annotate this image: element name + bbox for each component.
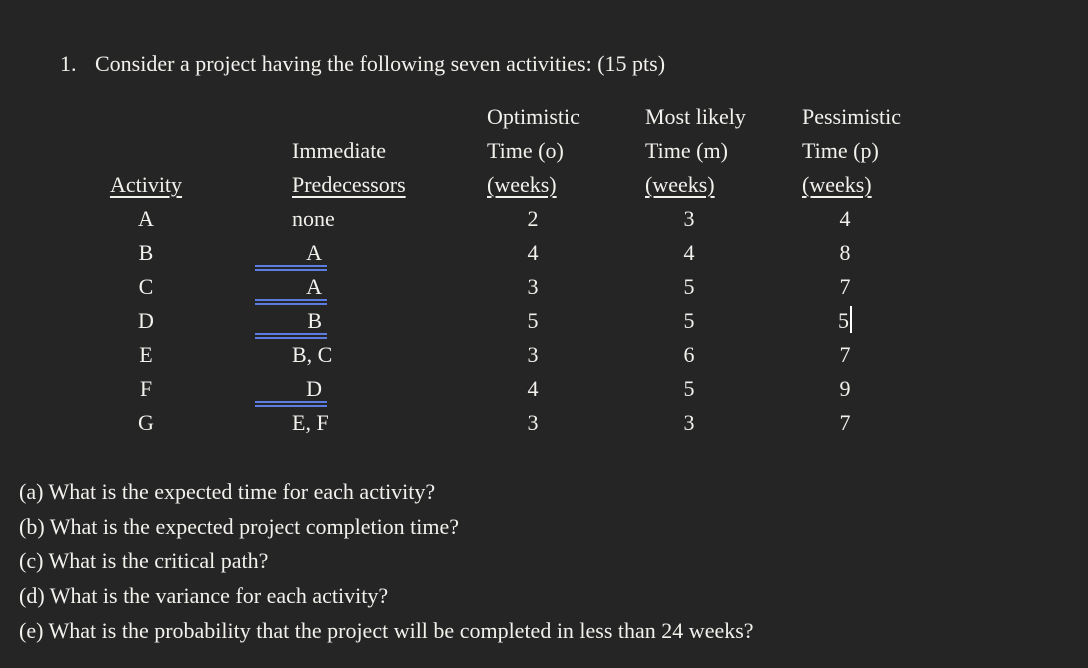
problem-title-text: Consider a project having the following …: [95, 51, 666, 76]
predecessor-cell: B, C: [292, 342, 333, 367]
header-optimistic: Optimistic: [487, 104, 580, 129]
pessimistic-cell: 7: [839, 342, 851, 367]
predecessor-blank-field[interactable]: D: [255, 372, 327, 407]
header-immediate: Immediate: [292, 138, 387, 163]
optimistic-cell: 3: [527, 274, 539, 299]
question-line: (d) What is the variance for each activi…: [19, 583, 389, 609]
table-header-line-1: Optimistic Most likely Pessimistic: [0, 100, 917, 134]
question-line: (e) What is the probability that the pro…: [19, 617, 754, 643]
problem-title: 1. Consider a project having the followin…: [60, 47, 665, 81]
pessimistic-cell: 7: [839, 274, 851, 299]
problem-number: 1.: [60, 51, 77, 76]
table-row: D B 5 5 5: [0, 304, 917, 339]
table-header-line-2: Immediate Time (o) Time (m) Time (p): [0, 134, 917, 168]
most-likely-cell: 5: [683, 274, 695, 299]
optimistic-cell: 4: [527, 240, 539, 265]
question-line: (c) What is the critical path?: [19, 548, 269, 574]
header-time-p: Time (p): [802, 138, 879, 163]
predecessor-cell: D: [255, 372, 427, 407]
table-header-line-3: Activity Predecessors (weeks) (weeks) (w…: [0, 168, 917, 202]
activity-cell: E: [139, 342, 153, 367]
most-likely-cell: 4: [683, 240, 695, 265]
most-likely-cell: 5: [683, 308, 695, 333]
activity-cell: D: [138, 308, 154, 333]
table-row: E B, C 3 6 7: [0, 338, 917, 372]
most-likely-cell: 6: [683, 342, 695, 367]
optimistic-cell: 5: [527, 308, 539, 333]
activities-table: Optimistic Most likely Pessimistic Immed…: [0, 100, 917, 440]
header-pessimistic: Pessimistic: [802, 104, 902, 129]
predecessor-cell: A: [255, 236, 427, 271]
most-likely-cell: 3: [683, 410, 695, 435]
activity-cell: G: [138, 410, 154, 435]
predecessor-blank-field[interactable]: A: [255, 270, 327, 305]
pessimistic-cell: 5: [802, 304, 917, 338]
header-activity: Activity: [109, 172, 183, 197]
activity-cell: A: [138, 206, 154, 231]
header-most-likely: Most likely: [645, 104, 746, 129]
question-line: (b) What is the expected project complet…: [19, 513, 460, 539]
optimistic-cell: 3: [527, 342, 539, 367]
optimistic-cell: 2: [527, 206, 539, 231]
predecessor-cell: none: [292, 206, 335, 231]
optimistic-cell: 3: [527, 410, 539, 435]
question-list: (a) What is the expected time for each a…: [19, 475, 754, 649]
text-cursor: [850, 306, 852, 333]
predecessor-blank-field[interactable]: A: [255, 236, 327, 271]
pessimistic-cell: 9: [839, 376, 851, 401]
activity-cell: B: [138, 240, 154, 265]
activity-cell: F: [139, 376, 153, 401]
predecessor-cell: E, F: [292, 410, 329, 435]
pessimistic-cell: 4: [839, 206, 851, 231]
pessimistic-cell: 8: [839, 240, 851, 265]
header-weeks-pessimistic: (weeks): [802, 172, 872, 197]
predecessor-cell: A: [255, 270, 427, 305]
header-time-m: Time (m): [645, 138, 728, 163]
header-weeks-most-likely: (weeks): [645, 172, 715, 197]
table-row: B A 4 4 8: [0, 236, 917, 271]
header-weeks-optimistic: (weeks): [487, 172, 557, 197]
table-row: A none 2 3 4: [0, 202, 917, 236]
pessimistic-cell: 7: [839, 410, 851, 435]
most-likely-cell: 5: [683, 376, 695, 401]
optimistic-cell: 4: [527, 376, 539, 401]
table-row: C A 3 5 7: [0, 270, 917, 305]
predecessor-cell: B: [255, 304, 427, 339]
table-row: G E, F 3 3 7: [0, 406, 917, 440]
header-predecessors: Predecessors: [292, 172, 406, 197]
table-row: F D 4 5 9: [0, 372, 917, 407]
most-likely-cell: 3: [683, 206, 695, 231]
question-line: (a) What is the expected time for each a…: [19, 479, 436, 504]
activity-cell: C: [138, 274, 154, 299]
predecessor-blank-field[interactable]: B: [255, 304, 327, 339]
header-time-o: Time (o): [487, 138, 564, 163]
